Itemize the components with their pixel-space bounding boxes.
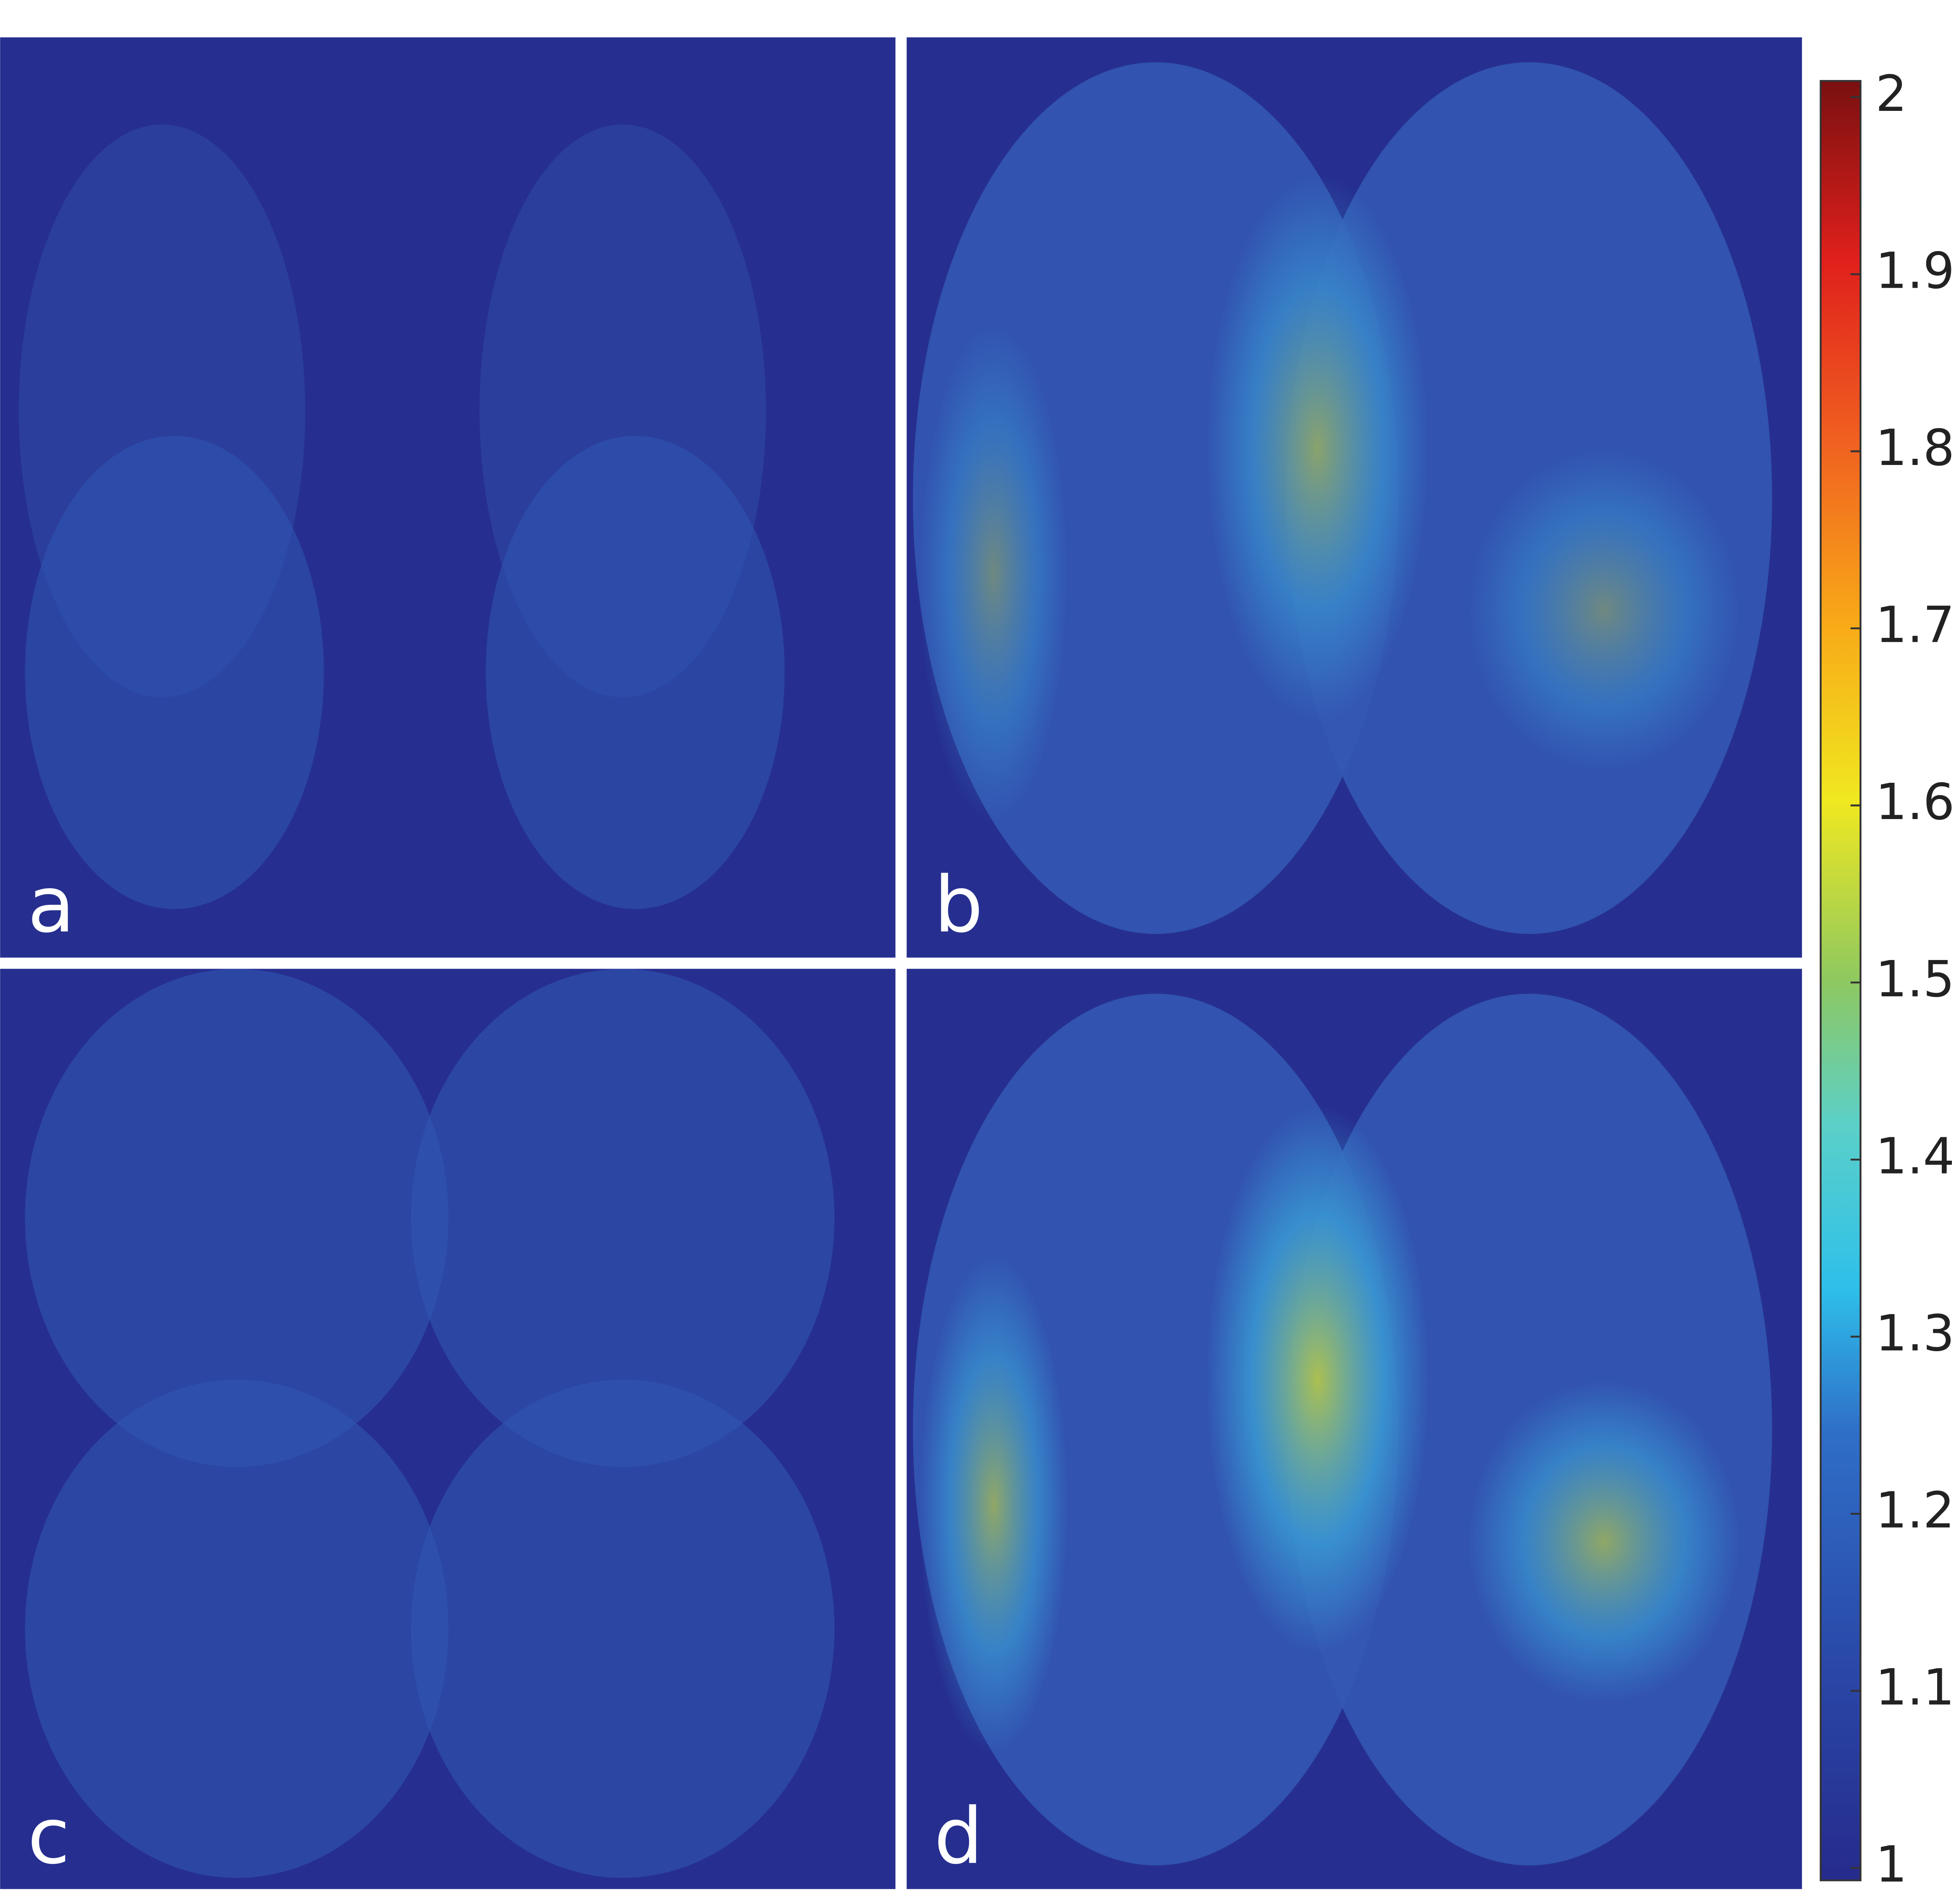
hot-region xyxy=(1205,1106,1430,1654)
brain-image xyxy=(25,969,835,1878)
panel: b xyxy=(907,37,1802,958)
hot-region xyxy=(1467,448,1741,772)
hot-region xyxy=(919,324,1069,822)
hot-region xyxy=(1467,1380,1741,1704)
tick-label: 1.4 xyxy=(1875,1127,1952,1185)
tick-label: 1.7 xyxy=(1875,597,1952,654)
panel: c xyxy=(0,969,896,1889)
brain-slice xyxy=(25,436,324,909)
panel-label: c xyxy=(27,1791,70,1881)
panel-label: b xyxy=(934,860,983,950)
tick-label: 1.5 xyxy=(1875,951,1952,1008)
panels: a b c d xyxy=(0,37,1802,1889)
brain-slice xyxy=(411,969,835,1467)
panel-label: a xyxy=(27,860,75,950)
tick-label: 1 xyxy=(1875,1836,1907,1894)
brain-slice xyxy=(486,436,785,909)
brain-image xyxy=(19,124,785,909)
panel-label: d xyxy=(934,1791,983,1881)
panel: d xyxy=(907,969,1802,1889)
tick-label: 1.1 xyxy=(1875,1659,1952,1717)
brain-slice xyxy=(25,969,449,1467)
tick-label: 1.8 xyxy=(1875,419,1952,477)
tick-label: 1.9 xyxy=(1875,242,1952,300)
hot-region xyxy=(1205,174,1430,723)
brain-slice xyxy=(411,1380,835,1878)
tick-label: 2 xyxy=(1875,65,1907,123)
panel: a xyxy=(0,37,896,958)
tick-label: 1.3 xyxy=(1875,1305,1952,1363)
brain-slice xyxy=(25,1380,449,1878)
tick-label: 1.2 xyxy=(1875,1482,1952,1539)
brain-image xyxy=(913,62,1772,934)
hot-region xyxy=(919,1255,1069,1754)
colorbar-gradient xyxy=(1820,80,1862,1881)
tick-label: 1.6 xyxy=(1875,773,1952,831)
colorbar: 1 1.1 1.2 1.3 1.4 1.5 1.6 1.7 1.8 1.9 2 xyxy=(1820,65,1952,1894)
brain-image xyxy=(913,994,1772,1866)
